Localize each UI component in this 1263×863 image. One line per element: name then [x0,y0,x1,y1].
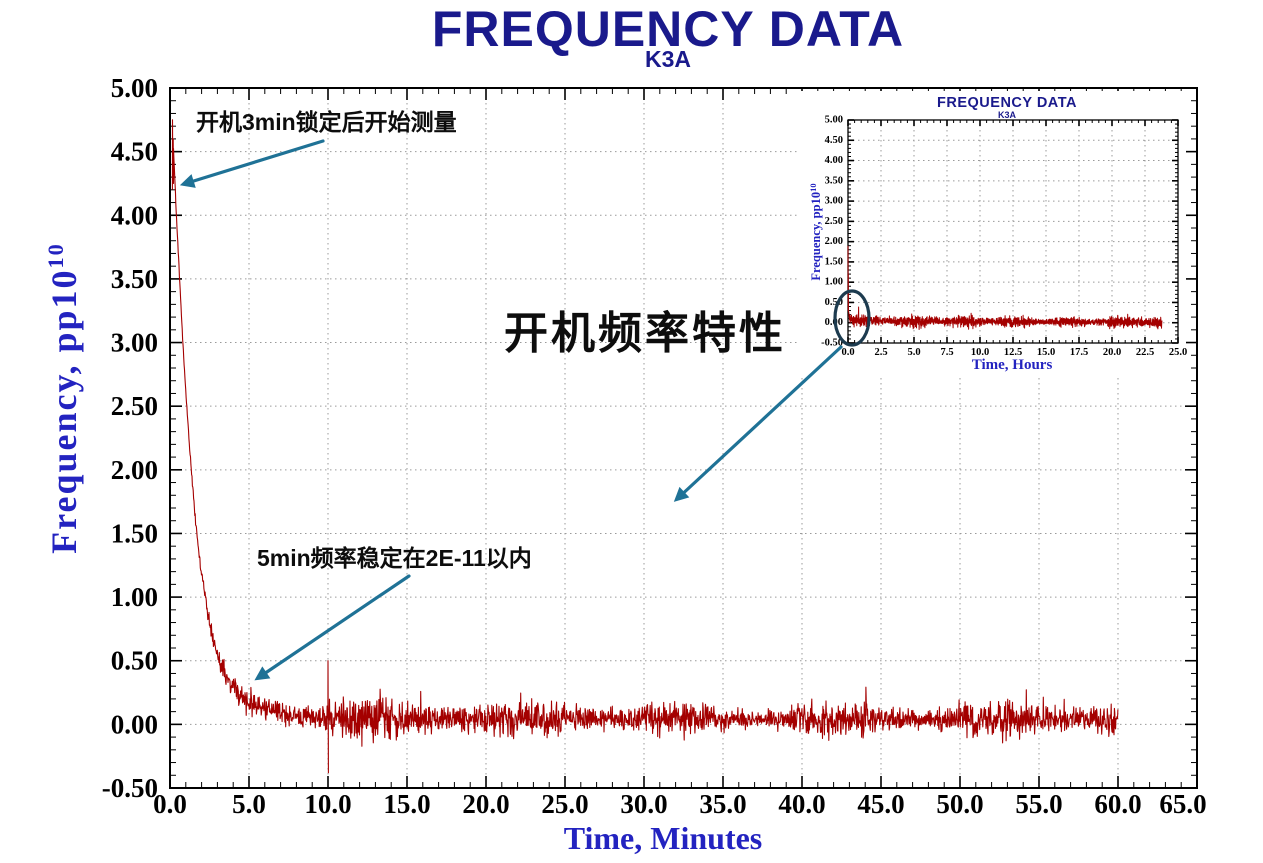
arrow-stable [254,574,411,681]
inset-background [800,91,1186,378]
arrow-inset-zoom [673,345,843,502]
y-tick-label: -0.50 [102,773,158,803]
inset-data-trace [847,245,1163,330]
inset-highlight-ellipse [833,289,871,347]
x-tick-label: 35.0 [699,789,746,819]
inset-y-axis-label: Frequency, pp1010 [808,183,823,280]
y-tick-label: 1.50 [111,518,158,548]
arrow-startup [179,139,325,188]
y-tick-label: 5.00 [825,115,843,126]
y-axis-label-exponent: 10 [43,242,68,269]
page-title: FREQUENCY DATA [431,1,905,57]
x-tick-label: 10.0 [971,347,989,358]
y-tick-label: 3.00 [111,328,158,358]
x-tick-label: 15.0 [383,789,430,819]
x-tick-label: 25.0 [1169,347,1187,358]
x-tick-label: 5.0 [907,347,920,358]
x-tick-label: 65.0 [1159,789,1206,819]
y-tick-label: 1.00 [825,277,843,288]
y-tick-label: 5.00 [111,73,158,103]
annotation-startup: 开机3min锁定后开始测量 [196,109,457,135]
page-subtitle: K3A [644,46,692,72]
y-tick-label: 2.00 [111,455,158,485]
y-tick-label: 4.00 [111,200,158,230]
x-tick-label: 5.0 [232,789,266,819]
x-tick-label: 15.0 [1037,347,1055,358]
x-tick-label: 2.5 [874,347,887,358]
x-tick-label: 0.0 [841,347,854,358]
y-axis-label-text: Frequency, pp10 [44,268,84,554]
x-tick-label: 12.5 [1004,347,1022,358]
y-tick-label: 2.50 [825,216,843,227]
inset-chart: 0.0 2.5 5.0 7.5 10.0 12.5 15.0 17.5 20.0 22.5 25.0… [800,91,1187,378]
x-tick-label: 45.0 [857,789,904,819]
x-tick-label: 0.0 [153,789,187,819]
y-tick-label: 3.50 [825,175,843,186]
annotation-center-label: 开机频率特性 [504,309,786,358]
x-tick-label: 25.0 [541,789,588,819]
inset-x-axis-label: Time, Hours [972,357,1053,373]
x-tick-label: 10.0 [304,789,351,819]
y-tick-label: 3.50 [111,264,158,294]
annotation-stable: 5min频率稳定在2E-11以内 [257,545,532,571]
y-tick-label: 2.50 [111,391,158,421]
main-tick-labels: 0.0 5.0 10.0 15.0 20.0 25.0 30.0 35.0 40.0 45.0 50… [102,73,1207,819]
annotation-arrows [179,139,843,681]
x-axis-label: Time, Minutes [563,820,763,856]
x-tick-label: 50.0 [936,789,983,819]
y-tick-label: -0.50 [821,338,843,349]
y-axis-label: Frequency, pp1010 [43,242,85,554]
inset-gridlines [848,120,1178,343]
x-tick-label: 60.0 [1094,789,1141,819]
inset-frame [847,119,1179,344]
x-tick-label: 22.5 [1136,347,1154,358]
main-frame [169,87,1198,789]
y-tick-label: 4.50 [111,137,158,167]
y-tick-label: 1.00 [111,582,158,612]
y-tick-label: 0.50 [111,646,158,676]
x-tick-label: 20.0 [1103,347,1121,358]
x-tick-label: 40.0 [778,789,825,819]
y-tick-label: 1.50 [825,256,843,267]
y-tick-label: 0.00 [111,709,158,739]
y-tick-label: 4.00 [825,155,843,166]
y-tick-label: 0.50 [825,297,843,308]
x-tick-label: 30.0 [620,789,667,819]
x-tick-label: 55.0 [1015,789,1062,819]
inset-title: FREQUENCY DATA [937,95,1077,111]
inset-subtitle: K3A [998,110,1017,120]
y-tick-label: 2.00 [825,236,843,247]
x-tick-label: 7.5 [940,347,953,358]
main-data-trace [171,119,1119,774]
x-tick-label: 20.0 [462,789,509,819]
main-chart: 0.0 5.0 10.0 15.0 20.0 25.0 30.0 35.0 40.0 45.0 50… [102,73,1207,819]
y-tick-label: 4.50 [825,135,843,146]
y-tick-label: 3.00 [825,196,843,207]
x-tick-label: 17.5 [1070,347,1088,358]
